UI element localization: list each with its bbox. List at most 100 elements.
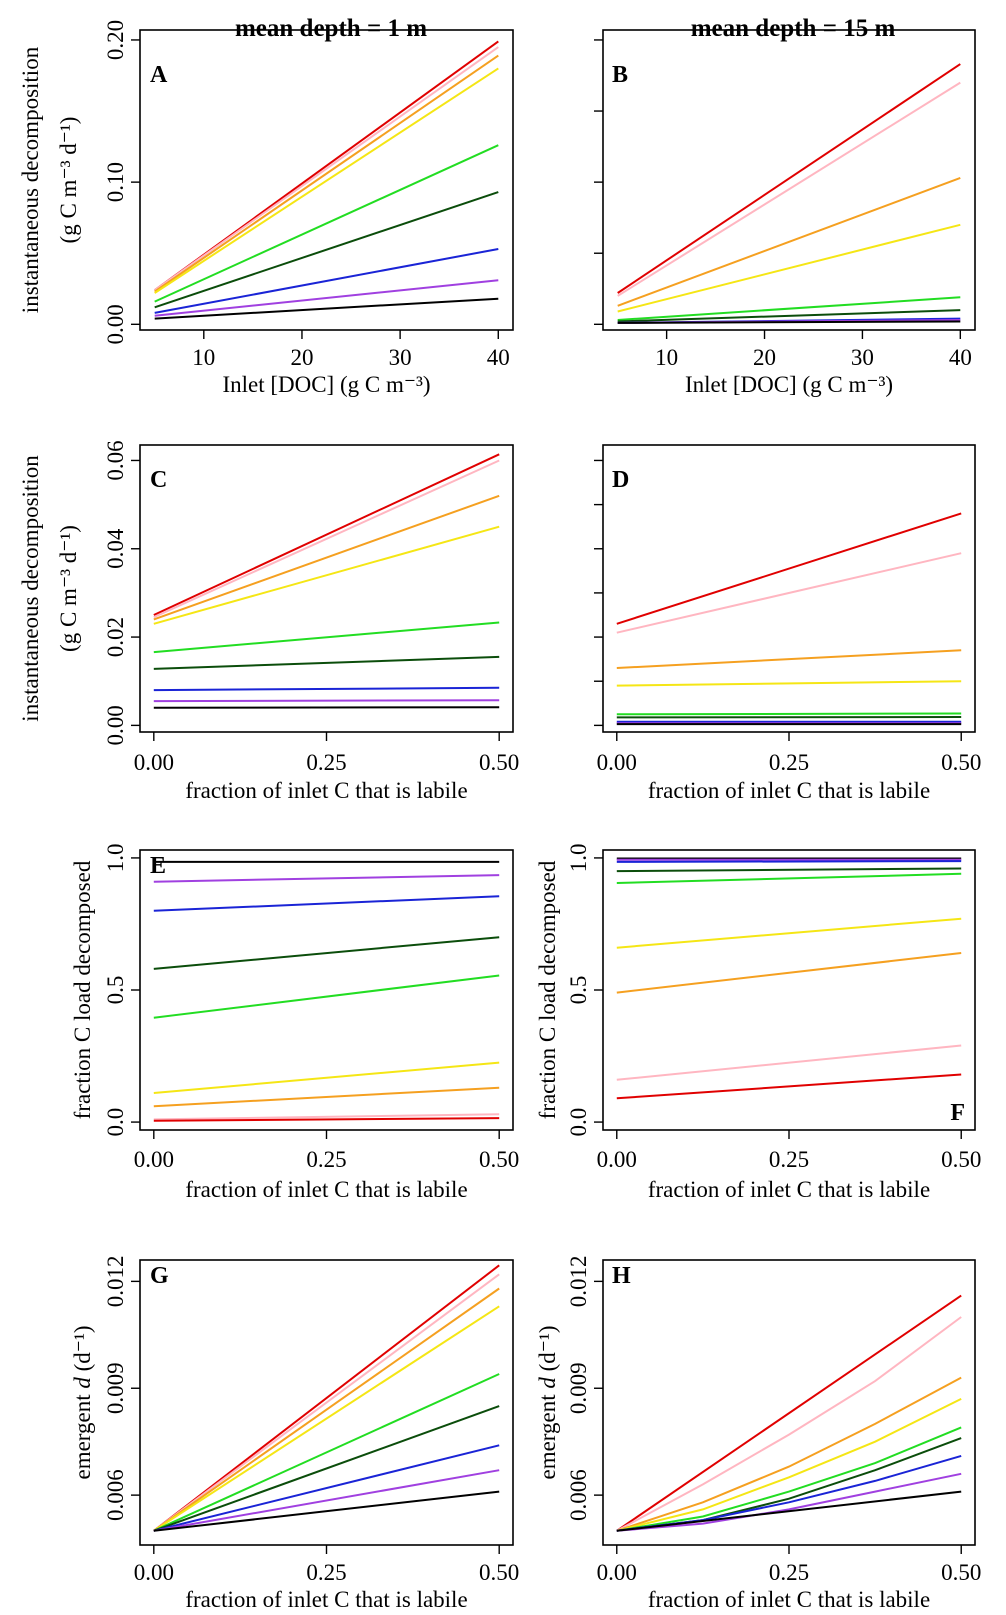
panel-label-f: F (950, 1100, 965, 1126)
plot-frame-b (602, 29, 976, 331)
panel-g: 0.00 0.25 0.50 0.006 0.009 0.012 fraction of i… (70, 1256, 519, 1613)
series-line-g-6 (153, 1405, 500, 1532)
y-tick-label-a-2: 0.20 (103, 20, 128, 60)
series-line-a-2 (154, 46, 499, 292)
x-tick-label-g-2: 0.50 (479, 1560, 519, 1585)
series-line-c-5 (153, 621, 500, 654)
series-line-a-7 (154, 248, 499, 314)
series-line-c-2 (153, 459, 500, 619)
series-line-f-7 (616, 952, 962, 994)
y-tick-label-a-0: 0.00 (103, 304, 128, 344)
x-tick-label-d-1: 0.25 (769, 750, 809, 775)
y-axis-label-f: fraction C load decomposed (535, 860, 560, 1119)
x-tick-label-b-3: 40 (949, 345, 972, 370)
series-line-h-4 (616, 1398, 962, 1532)
series-line-b-1 (617, 63, 961, 294)
x-tick-label-a-0: 10 (192, 345, 215, 370)
series-line-e-2 (153, 874, 500, 883)
x-tick-label-e-0: 0.00 (134, 1147, 174, 1172)
series-line-f-6 (616, 917, 962, 949)
series-line-h-1 (616, 1294, 962, 1532)
series-line-e-6 (153, 1061, 500, 1094)
panel-label-a: A (150, 62, 168, 88)
x-axis-label-g: fraction of inlet C that is labile (185, 1587, 467, 1612)
x-tick-label-b-0: 10 (655, 345, 678, 370)
x-axis-label-a: Inlet [DOC] (g C m⁻³) (222, 372, 430, 397)
x-axis-label-c: fraction of inlet C that is labile (185, 778, 467, 803)
y-tick-label-e-0: 0.0 (103, 1108, 128, 1137)
series-line-d-5 (616, 712, 962, 716)
x-tick-label-g-0: 0.00 (134, 1560, 174, 1585)
x-tick-label-f-1: 0.25 (769, 1147, 809, 1172)
series-line-a-9 (154, 297, 499, 320)
x-tick-label-c-1: 0.25 (306, 750, 346, 775)
series-line-f-4 (616, 867, 962, 873)
series-line-d-3 (616, 649, 962, 669)
y-axis-label-part-h-2: (d⁻¹) (535, 1325, 560, 1377)
y-axis-label-part-h-0: emergent (535, 1389, 560, 1480)
y-axis-label-part-g-1: d (70, 1377, 95, 1389)
plot-frame-d (602, 444, 976, 733)
series-line-c-4 (153, 525, 500, 625)
column-title-right: mean depth = 15 m (691, 15, 896, 42)
panel-label-d: D (612, 467, 629, 493)
series-line-b-9 (617, 320, 961, 324)
panel-a: 10 20 30 40 0.00 0.10 0.20 Inlet [DOC] (g C m⁻³… (18, 20, 514, 397)
y-tick-label-f-0: 0.0 (566, 1108, 591, 1137)
panel-b: 10 20 30 40 Inlet [DOC] (g C m⁻³) B (594, 29, 976, 397)
panel-h: 0.00 0.25 0.50 0.006 0.009 0.012 fraction of i… (535, 1256, 981, 1613)
x-tick-label-e-2: 0.50 (479, 1147, 519, 1172)
panel-label-h: H (612, 1263, 631, 1289)
series-line-e-5 (153, 974, 500, 1019)
series-line-h-8 (616, 1472, 962, 1532)
y-axis-label-a-line2: (g C m⁻³ d⁻¹) (56, 117, 81, 244)
series-line-c-8 (153, 699, 500, 703)
x-tick-label-g-1: 0.25 (306, 1560, 346, 1585)
panel-label-e: E (150, 853, 166, 879)
panel-e: 0.00 0.25 0.50 0.0 0.5 1.0 fraction of inlet C… (70, 844, 519, 1202)
series-line-e-9 (153, 1117, 500, 1122)
y-tick-label-c-0: 0.00 (103, 705, 128, 745)
x-tick-label-h-2: 0.50 (941, 1560, 981, 1585)
series-line-f-9 (616, 1073, 962, 1100)
series-line-e-3 (153, 895, 500, 912)
series-line-b-6 (617, 309, 961, 323)
series-line-g-4 (153, 1305, 500, 1532)
y-axis-label-part-g-0: emergent (70, 1389, 95, 1480)
series-line-b-4 (617, 223, 961, 313)
x-axis-label-f: fraction of inlet C that is labile (648, 1177, 930, 1202)
series-line-g-3 (153, 1287, 500, 1532)
y-tick-label-g-2: 0.012 (103, 1256, 128, 1308)
panel-d: 0.00 0.25 0.50 fraction of inlet C that is … (594, 444, 981, 803)
x-axis-label-b: Inlet [DOC] (g C m⁻³) (685, 372, 893, 397)
series-line-d-1 (616, 512, 962, 625)
series-line-d-2 (616, 552, 962, 634)
y-axis-label-a: instantaneous decomposition (18, 46, 43, 313)
x-tick-label-f-2: 0.50 (941, 1147, 981, 1172)
series-line-f-8 (616, 1044, 962, 1081)
series-line-b-2 (617, 81, 961, 297)
panel-label-b: B (612, 62, 628, 88)
y-tick-label-h-0: 0.006 (566, 1469, 591, 1521)
series-line-e-4 (153, 936, 500, 970)
series-line-h-2 (616, 1316, 962, 1532)
x-axis-label-d: fraction of inlet C that is labile (648, 778, 930, 803)
y-tick-label-g-1: 0.009 (103, 1362, 128, 1414)
y-tick-label-h-2: 0.012 (566, 1256, 591, 1308)
x-tick-label-c-0: 0.00 (134, 750, 174, 775)
series-line-a-3 (154, 54, 499, 293)
series-line-c-7 (153, 686, 500, 692)
y-axis-label-part-h-1: d (535, 1377, 560, 1389)
x-tick-label-a-2: 30 (389, 345, 412, 370)
x-tick-label-f-0: 0.00 (597, 1147, 637, 1172)
x-axis-label-e: fraction of inlet C that is labile (185, 1177, 467, 1202)
y-axis-label-c: instantaneous decomposition (18, 455, 43, 722)
series-line-d-4 (616, 680, 962, 687)
y-axis-label-part-g-2: (d⁻¹) (70, 1325, 95, 1377)
panel-label-c: C (150, 467, 167, 493)
panel-label-g: G (150, 1263, 169, 1289)
series-line-e-7 (153, 1086, 500, 1108)
series-line-b-3 (617, 176, 961, 307)
series-line-h-5 (616, 1426, 962, 1532)
x-axis-label-h: fraction of inlet C that is labile (648, 1587, 930, 1612)
